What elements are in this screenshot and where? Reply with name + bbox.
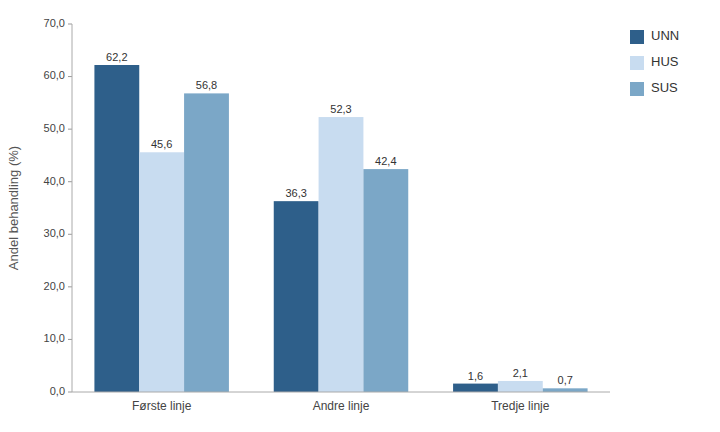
chart: 0,0 10,0 20,0 30,0 40,0 50,0 60,0 70,0 62,2 36,3 1… — [0, 0, 720, 432]
data-label: 36,3 — [285, 187, 306, 199]
x-tick-label: Første linje — [132, 399, 192, 413]
y-tick-label: 70,0 — [44, 17, 65, 29]
bar — [94, 65, 139, 392]
legend-label: SUS — [651, 80, 678, 95]
y-tick — [68, 76, 72, 77]
legend-swatch — [630, 56, 644, 70]
data-label: 2,1 — [513, 367, 528, 379]
data-label: 42,4 — [375, 155, 396, 167]
bar — [319, 117, 364, 392]
y-tick — [68, 286, 72, 287]
legend-label: UNN — [651, 28, 679, 43]
y-tick-label: 20,0 — [44, 280, 65, 292]
y-tick-label: 10,0 — [44, 332, 65, 344]
y-axis — [72, 24, 73, 392]
y-tick-label: 50,0 — [44, 122, 65, 134]
y-tick — [68, 339, 72, 340]
y-axis-label: Andel behandling (%) — [6, 146, 21, 270]
bar — [363, 169, 408, 392]
data-label: 62,2 — [106, 51, 127, 63]
x-tick-label: Andre linje — [313, 399, 370, 413]
y-tick — [68, 129, 72, 130]
y-tick-label: 0,0 — [50, 385, 65, 397]
y-tick — [68, 181, 72, 182]
legend-swatch — [630, 82, 644, 96]
data-label: 1,6 — [468, 370, 483, 382]
bar — [543, 388, 588, 392]
x-axis — [72, 392, 610, 393]
data-labels: 62,2 36,3 1,6 45,6 52,3 2,1 56,8 42,4 0,7 — [106, 51, 573, 386]
data-label: 0,7 — [558, 374, 573, 386]
y-tick — [68, 24, 72, 25]
y-tick-label: 60,0 — [44, 69, 65, 81]
bar — [274, 201, 319, 392]
y-tick — [68, 392, 72, 393]
y-tick — [68, 234, 72, 235]
data-label: 56,8 — [196, 79, 217, 91]
y-tick-label: 40,0 — [44, 175, 65, 187]
bar — [498, 381, 543, 392]
legend: UNN HUS SUS — [630, 28, 679, 96]
legend-swatch — [630, 30, 644, 44]
bar — [139, 152, 184, 392]
bar — [184, 93, 229, 392]
x-tick-label: Tredje linje — [491, 399, 550, 413]
y-tick-label: 30,0 — [44, 227, 65, 239]
bars — [94, 65, 587, 392]
bar — [453, 384, 498, 392]
data-label: 45,6 — [151, 138, 172, 150]
data-label: 52,3 — [330, 103, 351, 115]
legend-label: HUS — [651, 54, 679, 69]
